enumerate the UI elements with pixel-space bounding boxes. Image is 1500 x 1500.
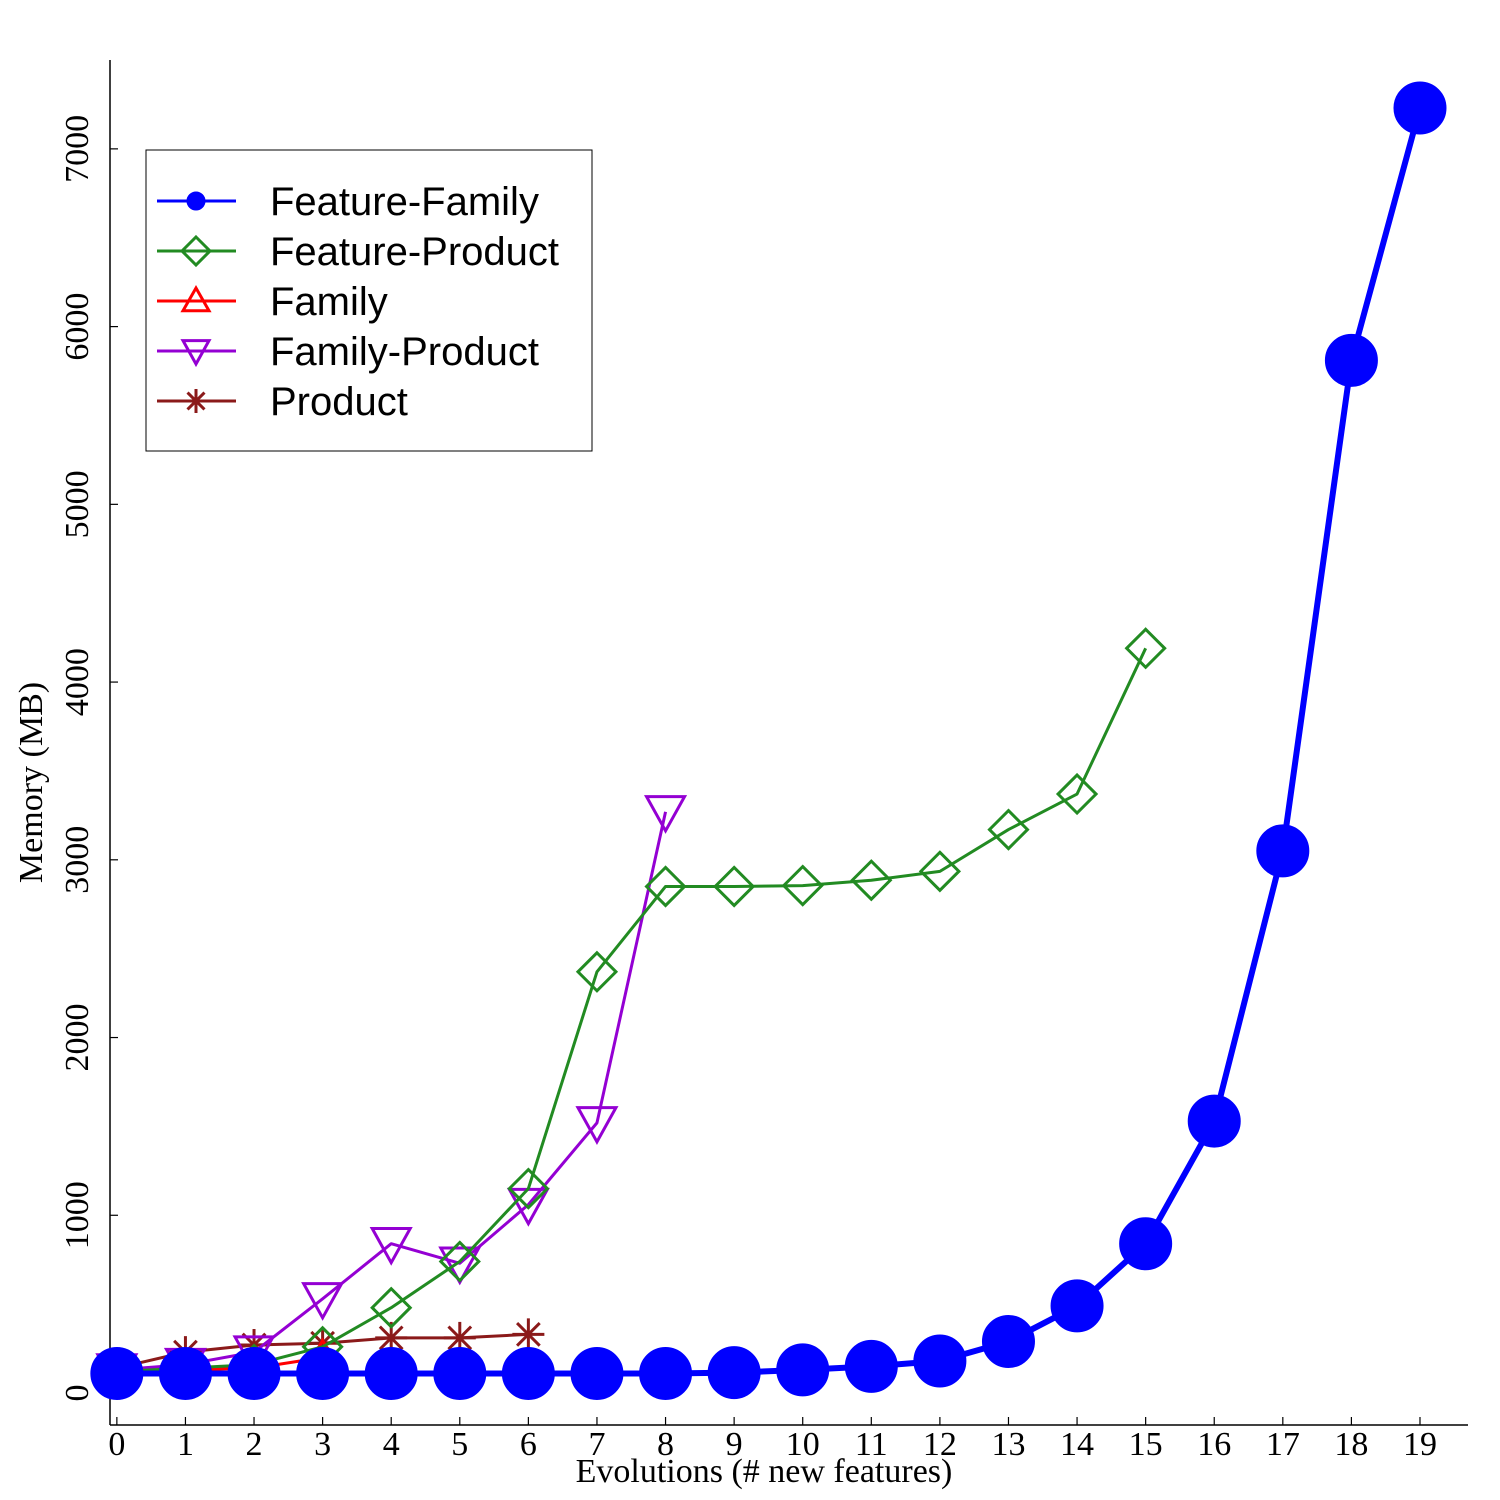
y-ticks: 0 1000 2000 3000 4000 5000 6000 7000 [59, 115, 118, 1402]
series-group [90, 81, 1447, 1400]
x-tick-label: 13 [991, 1426, 1025, 1463]
feature-product-marker [1055, 772, 1099, 816]
legend-family-marker [180, 284, 212, 313]
feature-product-marker [987, 808, 1030, 851]
x-ticks: 0 1 2 3 4 5 6 7 8 9 10 11 12 13 14 15 16 17 18 19 [108, 1417, 1437, 1463]
x-tick-label: 16 [1197, 1426, 1231, 1463]
axes [109, 60, 1468, 1426]
feature-family-marker [1050, 1279, 1104, 1333]
feature-product-marker [507, 1167, 550, 1210]
feature-family-marker [1324, 333, 1378, 387]
family-product-marker [369, 1227, 413, 1266]
x-tick-label: 6 [520, 1426, 537, 1463]
feature-family-marker [1119, 1217, 1173, 1271]
series-family-product [95, 795, 688, 1392]
x-tick-label: 4 [383, 1426, 400, 1463]
legend-item-product: Product [157, 380, 408, 424]
legend-item-feature-product: Feature-Product [157, 230, 559, 274]
legend-feature-product-marker [179, 234, 213, 268]
feature-family-marker [981, 1314, 1035, 1368]
legend-feature-family-marker [186, 191, 206, 211]
y-tick-label: 7000 [59, 115, 96, 183]
feature-family-marker [707, 1346, 761, 1400]
legend-item-feature-family: Feature-Family [157, 180, 539, 224]
x-tick-label: 12 [923, 1426, 957, 1463]
legend-label: Product [270, 380, 408, 424]
legend-label: Family [270, 280, 388, 324]
feature-family-marker [90, 1346, 144, 1400]
legend-item-family-product: Family-Product [157, 330, 539, 374]
feature-product-marker [575, 950, 619, 993]
family-product-marker [301, 1282, 345, 1321]
feature-family-marker [1187, 1094, 1241, 1148]
x-tick-label: 14 [1060, 1426, 1094, 1463]
feature-family-marker [1256, 824, 1310, 878]
x-tick-label: 7 [588, 1426, 605, 1463]
feature-product-marker [1124, 627, 1167, 670]
feature-family-marker [776, 1343, 830, 1397]
feature-family-marker [158, 1346, 212, 1400]
x-tick-label: 1 [177, 1426, 194, 1463]
x-tick-label: 0 [108, 1426, 125, 1463]
y-tick-label: 5000 [59, 470, 96, 538]
x-tick-label: 10 [786, 1426, 820, 1463]
legend: Feature-Family Feature-Product Family Famil… [145, 149, 593, 452]
feature-product-marker [850, 859, 893, 902]
x-tick-label: 8 [657, 1426, 674, 1463]
feature-product-marker [781, 864, 824, 907]
x-tick-label: 3 [314, 1426, 331, 1463]
family-product-line [116, 811, 668, 1372]
feature-product-marker [438, 1240, 481, 1283]
legend-label: Feature-Family [270, 180, 539, 224]
feature-family-marker [913, 1334, 967, 1388]
family-product-marker [575, 1106, 619, 1145]
feature-family-marker [433, 1346, 487, 1400]
legend-label: Feature-Product [270, 230, 559, 274]
legend-family-product-marker [180, 339, 212, 368]
feature-family-marker [570, 1346, 624, 1400]
feature-family-marker [1393, 81, 1447, 135]
y-tick-label: 3000 [59, 826, 96, 894]
series-feature-family [90, 81, 1447, 1400]
feature-product-line [116, 647, 1148, 1374]
x-tick-label: 15 [1129, 1426, 1163, 1463]
x-tick-label: 2 [246, 1426, 263, 1463]
feature-family-marker [501, 1346, 555, 1400]
series-feature-product [95, 627, 1167, 1393]
y-tick-label: 4000 [59, 648, 96, 716]
legend-item-family: Family [157, 280, 388, 324]
x-tick-label: 17 [1266, 1426, 1300, 1463]
family-product-marker [643, 795, 688, 834]
x-axis-title: Evolutions (# new features) [576, 1453, 953, 1490]
y-tick-label: 1000 [59, 1181, 96, 1249]
x-tick-label: 11 [855, 1426, 888, 1463]
x-tick-label: 5 [451, 1426, 468, 1463]
legend-product-marker [184, 389, 208, 413]
x-tick-label: 9 [726, 1426, 743, 1463]
feature-family-marker [364, 1346, 418, 1400]
feature-product-marker [644, 865, 687, 908]
x-tick-label: 19 [1403, 1426, 1437, 1463]
y-tick-label: 6000 [59, 293, 96, 361]
product-marker [512, 1318, 545, 1351]
y-axis-title: Memory (MB) [13, 682, 50, 883]
feature-family-marker [844, 1339, 898, 1393]
feature-family-marker [639, 1346, 693, 1400]
legend-label: Family-Product [270, 330, 539, 374]
feature-family-marker [227, 1346, 281, 1400]
feature-product-marker [370, 1286, 413, 1329]
feature-family-marker [296, 1346, 350, 1400]
y-tick-label: 0 [59, 1385, 96, 1402]
feature-product-marker [713, 865, 756, 908]
y-tick-label: 2000 [59, 1004, 96, 1072]
x-tick-label: 18 [1334, 1426, 1368, 1463]
feature-product-marker [918, 850, 962, 893]
family-product-marker [438, 1246, 482, 1286]
